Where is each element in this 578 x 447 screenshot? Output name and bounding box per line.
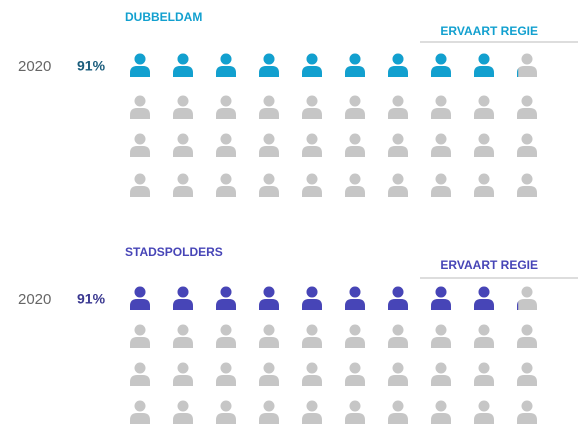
icon-empty [216,95,236,119]
icon-empty [173,400,193,424]
value-label: 91% [77,291,106,307]
icon-empty [173,324,193,348]
icon-filled [517,68,519,77]
icon-filled [517,301,519,310]
icon-empty [474,95,494,119]
year-label: 2020 [18,58,51,75]
icon-empty [216,400,236,424]
icon-empty [345,173,365,197]
icon-empty [130,173,150,197]
icon-filled [474,53,494,77]
icon-empty [517,173,537,197]
icon-empty [216,324,236,348]
icon-empty [431,95,451,119]
icon-empty [259,95,279,119]
icon-empty [302,133,322,157]
icon-empty [259,173,279,197]
icon-empty [302,95,322,119]
icon-filled [302,53,322,77]
icon-filled [173,286,193,310]
icon-filled [388,53,408,77]
icon-empty [474,324,494,348]
icon-filled [345,286,365,310]
icon-filled [431,286,451,310]
icon-empty [130,95,150,119]
icon-empty [517,286,537,310]
panel-title: DUBBELDAM [125,10,202,24]
icon-empty [431,173,451,197]
icon-filled [259,53,279,77]
icon-empty [259,324,279,348]
icon-empty [474,133,494,157]
icon-empty [345,324,365,348]
icon-empty [345,133,365,157]
icon-empty [345,400,365,424]
icon-empty [388,324,408,348]
icon-empty [302,324,322,348]
icon-filled [216,286,236,310]
icon-empty [431,324,451,348]
icon-empty [302,173,322,197]
panel-subtitle: ERVAART REGIE [440,24,538,38]
icon-empty [388,133,408,157]
icon-empty [216,173,236,197]
icon-empty [130,400,150,424]
icon-empty [345,95,365,119]
icon-empty [345,362,365,386]
icon-filled [130,286,150,310]
icon-empty [517,400,537,424]
icon-filled [259,286,279,310]
icon-empty [388,173,408,197]
icon-empty [431,133,451,157]
icon-filled [388,286,408,310]
icon-empty [259,133,279,157]
icon-filled [216,53,236,77]
panel-title: STADSPOLDERS [125,245,223,259]
icon-empty [302,362,322,386]
icon-filled [474,286,494,310]
year-label: 2020 [18,291,51,308]
icon-empty [517,324,537,348]
icon-empty [130,324,150,348]
icon-empty [216,133,236,157]
icon-empty [474,362,494,386]
icon-empty [431,362,451,386]
icon-empty [173,362,193,386]
value-label: 91% [77,58,106,74]
icon-filled [345,53,365,77]
icon-empty [130,133,150,157]
icon-empty [517,362,537,386]
icon-empty [431,400,451,424]
icon-empty [173,133,193,157]
icon-empty [517,53,537,77]
icon-empty [474,173,494,197]
icon-empty [259,400,279,424]
icon-empty [517,133,537,157]
icon-filled [302,286,322,310]
icon-empty [388,362,408,386]
panel-subtitle: ERVAART REGIE [440,258,538,272]
icon-empty [388,400,408,424]
icon-empty [130,362,150,386]
icon-filled [431,53,451,77]
icon-filled [173,53,193,77]
icon-empty [474,400,494,424]
icon-empty [173,95,193,119]
icon-empty [388,95,408,119]
icon-empty [302,400,322,424]
icon-filled [130,53,150,77]
icon-empty [216,362,236,386]
icon-empty [173,173,193,197]
icon-empty [517,95,537,119]
icon-empty [259,362,279,386]
